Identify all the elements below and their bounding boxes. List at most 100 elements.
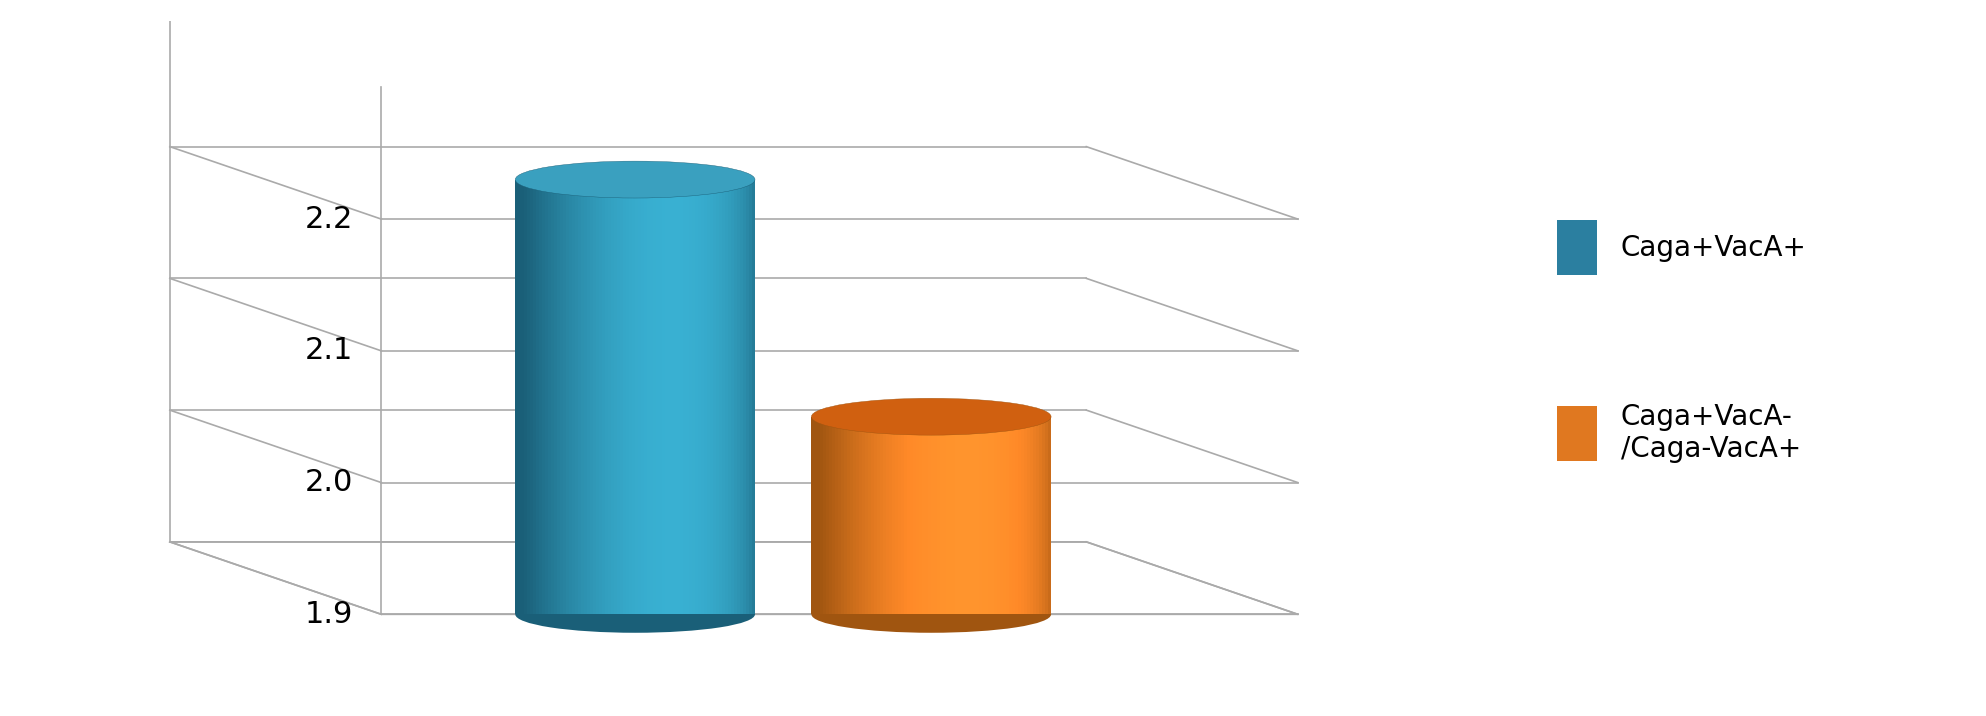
Polygon shape <box>749 180 753 614</box>
Polygon shape <box>963 417 967 614</box>
Polygon shape <box>600 180 602 614</box>
Polygon shape <box>717 180 719 614</box>
Polygon shape <box>957 417 961 614</box>
Polygon shape <box>1021 417 1025 614</box>
Polygon shape <box>931 417 933 614</box>
Polygon shape <box>614 180 618 614</box>
Polygon shape <box>989 417 991 614</box>
Ellipse shape <box>812 596 1051 633</box>
Polygon shape <box>661 180 665 614</box>
Polygon shape <box>927 417 931 614</box>
Polygon shape <box>689 180 691 614</box>
Polygon shape <box>753 180 755 614</box>
Text: 2.2: 2.2 <box>304 205 354 233</box>
Polygon shape <box>971 417 973 614</box>
Polygon shape <box>1049 417 1051 614</box>
Polygon shape <box>850 417 854 614</box>
Polygon shape <box>955 417 957 614</box>
Polygon shape <box>747 180 749 614</box>
Polygon shape <box>554 180 558 614</box>
Polygon shape <box>608 180 612 614</box>
Polygon shape <box>683 180 685 614</box>
Polygon shape <box>741 180 743 614</box>
Polygon shape <box>878 417 880 614</box>
Polygon shape <box>977 417 979 614</box>
Polygon shape <box>1037 417 1039 614</box>
Polygon shape <box>540 180 542 614</box>
Polygon shape <box>636 180 638 614</box>
Polygon shape <box>1025 417 1027 614</box>
Polygon shape <box>566 180 570 614</box>
Polygon shape <box>536 180 540 614</box>
Polygon shape <box>701 180 705 614</box>
Polygon shape <box>973 417 977 614</box>
Polygon shape <box>665 180 667 614</box>
Polygon shape <box>653 180 655 614</box>
Polygon shape <box>641 180 643 614</box>
Polygon shape <box>949 417 951 614</box>
Polygon shape <box>514 180 518 614</box>
Polygon shape <box>866 417 868 614</box>
Polygon shape <box>643 180 647 614</box>
Text: 2.0: 2.0 <box>304 468 354 497</box>
Polygon shape <box>916 417 920 614</box>
Polygon shape <box>737 180 741 614</box>
Polygon shape <box>908 417 910 614</box>
Polygon shape <box>1015 417 1019 614</box>
Polygon shape <box>874 417 878 614</box>
Polygon shape <box>588 180 590 614</box>
Polygon shape <box>719 180 723 614</box>
Polygon shape <box>685 180 689 614</box>
Polygon shape <box>677 180 679 614</box>
Polygon shape <box>854 417 856 614</box>
Polygon shape <box>1043 417 1045 614</box>
Polygon shape <box>844 417 848 614</box>
Polygon shape <box>624 180 626 614</box>
Polygon shape <box>898 417 902 614</box>
Polygon shape <box>920 417 922 614</box>
Polygon shape <box>590 180 594 614</box>
Polygon shape <box>818 417 820 614</box>
Polygon shape <box>725 180 729 614</box>
Polygon shape <box>1027 417 1031 614</box>
Polygon shape <box>582 180 584 614</box>
Polygon shape <box>904 417 908 614</box>
Polygon shape <box>1007 417 1009 614</box>
Polygon shape <box>520 180 524 614</box>
Polygon shape <box>1039 417 1043 614</box>
Polygon shape <box>530 180 534 614</box>
Polygon shape <box>524 180 526 614</box>
Polygon shape <box>542 180 546 614</box>
Polygon shape <box>812 417 814 614</box>
Polygon shape <box>983 417 985 614</box>
Polygon shape <box>731 180 735 614</box>
Polygon shape <box>1013 417 1015 614</box>
Polygon shape <box>711 180 713 614</box>
Polygon shape <box>961 417 963 614</box>
Polygon shape <box>729 180 731 614</box>
Polygon shape <box>1045 417 1049 614</box>
Polygon shape <box>985 417 989 614</box>
Polygon shape <box>922 417 925 614</box>
Polygon shape <box>649 180 653 614</box>
Polygon shape <box>673 180 677 614</box>
Polygon shape <box>735 180 737 614</box>
Polygon shape <box>667 180 671 614</box>
Bar <box>1557 405 1597 461</box>
Polygon shape <box>618 180 620 614</box>
Polygon shape <box>902 417 904 614</box>
Polygon shape <box>880 417 884 614</box>
Polygon shape <box>697 180 701 614</box>
Polygon shape <box>638 180 641 614</box>
Polygon shape <box>991 417 995 614</box>
Polygon shape <box>552 180 554 614</box>
Polygon shape <box>713 180 717 614</box>
Polygon shape <box>836 417 838 614</box>
Polygon shape <box>814 417 818 614</box>
Polygon shape <box>548 180 552 614</box>
Polygon shape <box>695 180 697 614</box>
Polygon shape <box>564 180 566 614</box>
Ellipse shape <box>514 596 755 633</box>
Polygon shape <box>939 417 943 614</box>
Polygon shape <box>892 417 896 614</box>
